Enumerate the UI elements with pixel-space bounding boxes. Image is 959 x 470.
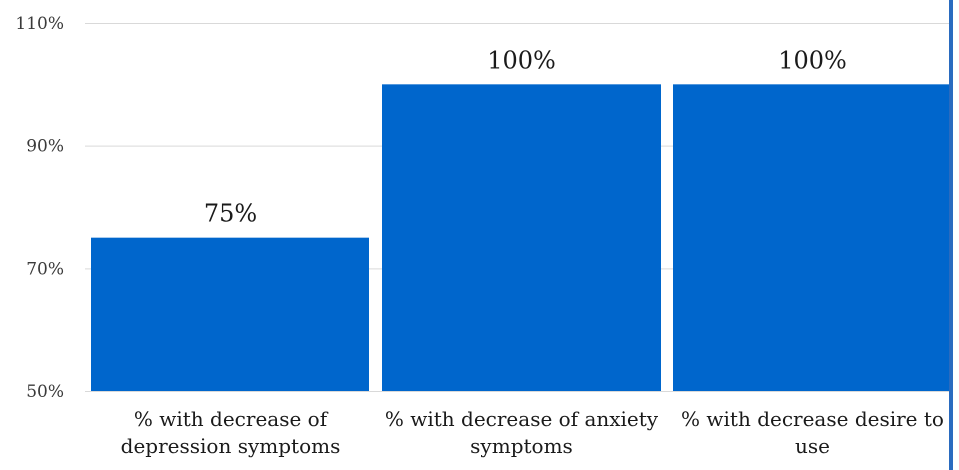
bar <box>91 237 369 391</box>
category-label: % with decrease of depression symptoms <box>121 407 341 458</box>
bars <box>91 84 952 391</box>
data-labels: 75% 100% 100% <box>204 46 847 227</box>
y-tick-label: 50% <box>26 382 64 402</box>
category-label-line: depression symptoms <box>121 434 341 458</box>
y-tick-label: 70% <box>26 259 64 279</box>
category-label-line: symptoms <box>470 434 573 458</box>
category-label-line: % with decrease desire to <box>681 407 944 431</box>
y-tick-label: 110% <box>15 14 64 34</box>
y-tick-label: 90% <box>26 137 64 157</box>
category-label-line: % with decrease of <box>134 407 329 431</box>
data-label: 100% <box>778 46 847 74</box>
y-axis-ticks: 50% 70% 90% 110% <box>15 14 64 402</box>
category-label: % with decrease of anxiety symptoms <box>385 407 659 458</box>
category-label: % with decrease desire to use <box>681 407 944 458</box>
category-label-line: % with decrease of anxiety <box>385 407 659 431</box>
right-edge-strip <box>949 0 953 470</box>
data-label: 100% <box>487 46 556 74</box>
data-label: 75% <box>204 200 257 228</box>
category-label-line: use <box>795 434 830 458</box>
bar <box>382 84 661 391</box>
x-axis-categories: % with decrease of depression symptoms% w… <box>121 407 944 458</box>
bar <box>673 84 952 391</box>
